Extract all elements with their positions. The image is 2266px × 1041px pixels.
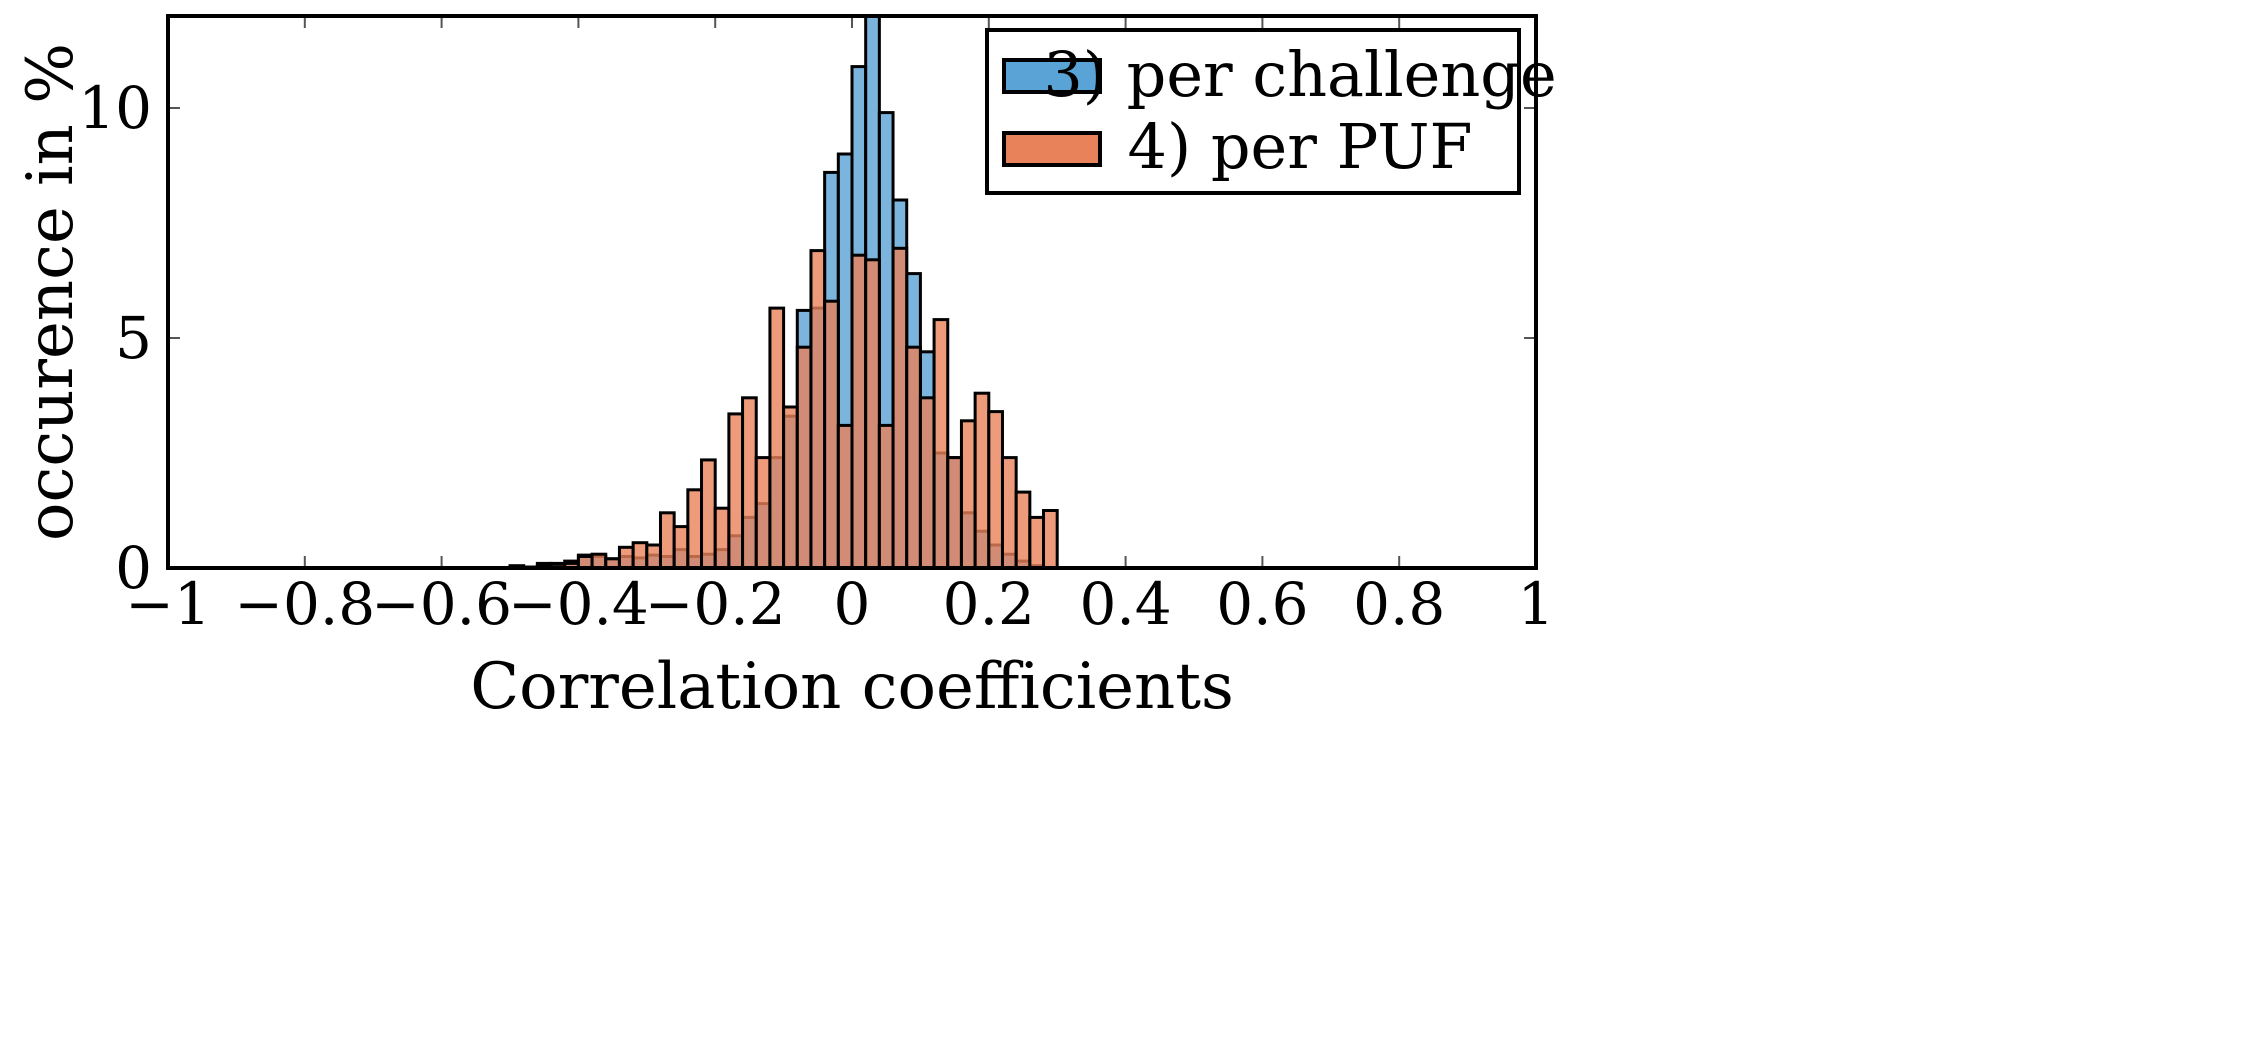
x-tick-label: 1 (1518, 570, 1555, 638)
y-axis-label: occurence in % (14, 43, 88, 541)
histogram-bars (508, 14, 1059, 570)
histogram-bar (700, 458, 717, 570)
histogram-bar (1014, 490, 1032, 570)
histogram-bar (850, 253, 868, 570)
histogram-bar (631, 541, 649, 570)
histogram-bar (1028, 515, 1046, 570)
plot-frame (166, 14, 1538, 570)
x-tick-label: −1 (125, 570, 211, 638)
histogram-bar (768, 306, 786, 570)
legend-label-per-challenge: 3) per challenge (1043, 38, 1556, 111)
x-tick-label: 0.8 (1353, 570, 1445, 638)
histogram-bar (864, 258, 881, 570)
histogram-bar (645, 543, 662, 570)
histogram-bar (741, 396, 758, 570)
histogram-bar (713, 506, 731, 570)
y-tick-label: 0 (115, 534, 152, 602)
histogram-bar (918, 396, 936, 570)
histogram-bar (658, 511, 676, 570)
histogram-bar (946, 456, 963, 570)
x-tick-label: −0.4 (508, 570, 649, 638)
x-tick-label: −0.6 (371, 570, 512, 638)
x-axis-label: Correlation coefficients (470, 650, 1234, 724)
histogram-bar (672, 525, 690, 570)
histogram-bar (686, 488, 704, 570)
histogram-bar (795, 345, 813, 570)
x-tick-label: 0.4 (1079, 570, 1171, 638)
histogram-bar (932, 318, 950, 570)
y-tick-labels: 0 5 10 (78, 74, 152, 602)
histogram-bar (727, 412, 745, 570)
x-tick-label: −0.8 (234, 570, 375, 638)
histogram-bar (617, 545, 635, 570)
series-per-puf (508, 246, 1059, 570)
histogram-bar (987, 410, 1004, 570)
histogram-bar (836, 423, 854, 570)
histogram-bar (823, 299, 840, 570)
x-tick-label: 0.2 (943, 570, 1035, 638)
y-tick-label: 5 (115, 304, 152, 372)
histogram-bar (877, 423, 895, 570)
histogram-bar (891, 246, 909, 570)
histogram-bar (1042, 509, 1059, 570)
x-tick-label: −0.2 (645, 570, 786, 638)
y-tick-label: 10 (78, 74, 152, 142)
histogram-bar (959, 419, 977, 570)
legend-label-per-puf: 4) per PUF (1128, 110, 1473, 183)
x-tick-labels: −1 −0.8−0.6−0.4−0.2 0 0.2 0.4 0.6 0.8 1 (125, 570, 1554, 638)
histogram-bar (1000, 456, 1018, 570)
x-tick-label: 0 (834, 570, 871, 638)
histogram-bar (590, 552, 608, 570)
legend: 3) per challenge 4) per PUF (985, 28, 1557, 195)
legend-swatch-per-challenge (1002, 58, 1102, 94)
x-tick-label: 0.6 (1216, 570, 1308, 638)
histogram-bar (809, 249, 827, 570)
histogram-bar (782, 405, 799, 570)
legend-swatch-per-puf (1002, 131, 1102, 167)
histogram-bar (973, 391, 991, 570)
histogram-bar (754, 456, 772, 570)
histogram-bar (905, 345, 922, 570)
